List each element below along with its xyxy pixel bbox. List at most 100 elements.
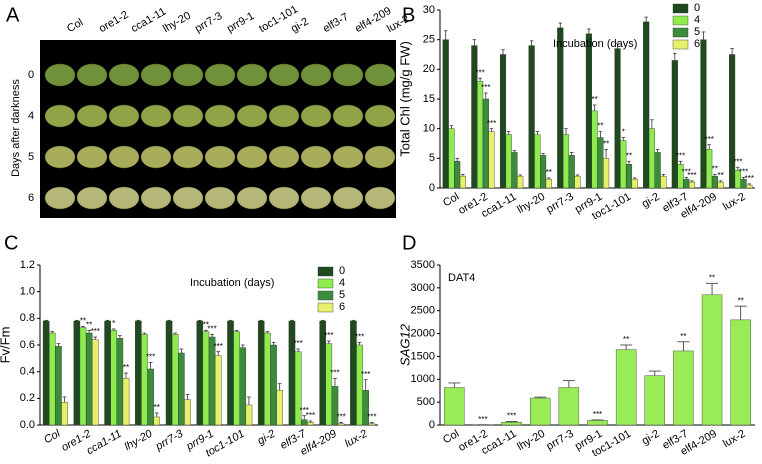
error-bar — [308, 420, 313, 423]
x-tick-label: lux-2 — [721, 428, 748, 450]
row-label: 4 — [28, 110, 34, 122]
error-bar — [707, 144, 711, 150]
bar — [239, 347, 247, 426]
y-tick-label: 1500 — [411, 350, 435, 362]
chart-panel: DSAG120500100015002000250030003500DAT4Co… — [397, 232, 755, 460]
y-axis-label: SAG12 — [397, 323, 412, 366]
error-bar — [197, 319, 202, 321]
significance-label: *** — [367, 412, 376, 421]
error-bar — [592, 104, 597, 111]
y-axis-label: Days after darkness — [10, 79, 22, 177]
legend-swatch — [672, 15, 689, 26]
y-tick-label: 0.2 — [20, 392, 35, 404]
bar — [55, 346, 62, 426]
y-tick-label: 0.8 — [20, 312, 35, 324]
error-bar — [234, 329, 239, 332]
legend-label: 0 — [339, 265, 345, 277]
y-tick-label: 10 — [423, 123, 435, 135]
bar — [276, 390, 283, 426]
bar — [654, 152, 661, 189]
error-bar — [444, 30, 448, 40]
bar — [717, 181, 724, 189]
leaf — [172, 63, 204, 87]
error-bar — [644, 16, 648, 22]
error-bar — [357, 341, 362, 345]
error-bar — [713, 173, 717, 177]
x-tick-label: prr7-3 — [544, 428, 575, 453]
error-bar — [448, 382, 461, 388]
error-bar — [484, 92, 488, 99]
leaf — [236, 186, 268, 210]
error-bar — [228, 319, 233, 321]
y-axis-label: Fv/Fm — [0, 327, 12, 364]
bar — [85, 332, 93, 426]
legend-swatch — [672, 27, 689, 38]
error-bar — [673, 52, 677, 61]
error-bar — [734, 305, 747, 320]
significance-label: *** — [336, 412, 345, 421]
error-bar — [534, 396, 547, 399]
error-bar — [661, 173, 666, 177]
x-tick-label: prr7-3 — [544, 191, 575, 216]
leaf — [76, 186, 108, 210]
error-bar — [271, 341, 276, 345]
leaf — [140, 186, 172, 210]
significance-label: *** — [293, 339, 302, 348]
legend-label: 5 — [339, 289, 345, 301]
error-bar — [478, 77, 482, 82]
column-label: Col — [65, 16, 85, 35]
error-bar — [148, 361, 153, 369]
bar — [368, 423, 376, 426]
error-bar — [701, 31, 706, 40]
leaf — [204, 104, 236, 128]
significance-label: *** — [91, 327, 100, 336]
y-tick-label: 30 — [423, 4, 435, 16]
leaf — [300, 104, 332, 128]
error-bar — [558, 22, 562, 28]
error-bar — [541, 153, 545, 156]
leaf — [44, 145, 76, 169]
error-bar — [747, 183, 751, 186]
legend-swatch — [672, 3, 689, 14]
bar — [448, 128, 455, 189]
leaf — [76, 145, 108, 169]
bar — [562, 134, 570, 189]
error-bar — [512, 150, 517, 153]
legend-label: 0 — [694, 2, 700, 14]
leaf — [76, 63, 108, 87]
bar — [171, 334, 179, 426]
x-tick-label: lhy-20 — [123, 427, 156, 453]
bar — [459, 175, 466, 189]
y-tick-label: 5 — [429, 152, 435, 164]
leaf — [364, 186, 396, 210]
bar — [165, 320, 173, 426]
bar — [214, 355, 222, 426]
error-bar — [736, 166, 740, 171]
error-bar — [204, 329, 208, 332]
inset-label: DAT4 — [448, 272, 475, 284]
x-tick-label: gi-2 — [256, 428, 278, 448]
error-bar — [320, 319, 325, 321]
x-tick-label: lux-2 — [721, 191, 748, 213]
legend-label: 6 — [339, 301, 345, 313]
bar — [701, 294, 723, 426]
error-bar — [620, 344, 633, 350]
bar — [184, 399, 191, 426]
error-bar — [363, 379, 368, 391]
error-bar — [259, 319, 264, 321]
bar — [631, 178, 638, 189]
error-bar — [741, 176, 746, 180]
error-bar — [449, 125, 454, 129]
legend-swatch — [317, 302, 334, 313]
significance-label: *** — [593, 410, 602, 419]
leaf — [172, 145, 204, 169]
leaf — [300, 63, 332, 87]
bar — [730, 319, 751, 426]
error-bar — [587, 28, 591, 34]
bar — [700, 39, 707, 189]
bar — [356, 344, 363, 426]
significance-label: *** — [478, 415, 487, 424]
significance-label: *** — [705, 135, 714, 144]
error-bar — [50, 331, 55, 333]
column-label: cca1-11 — [129, 6, 168, 36]
